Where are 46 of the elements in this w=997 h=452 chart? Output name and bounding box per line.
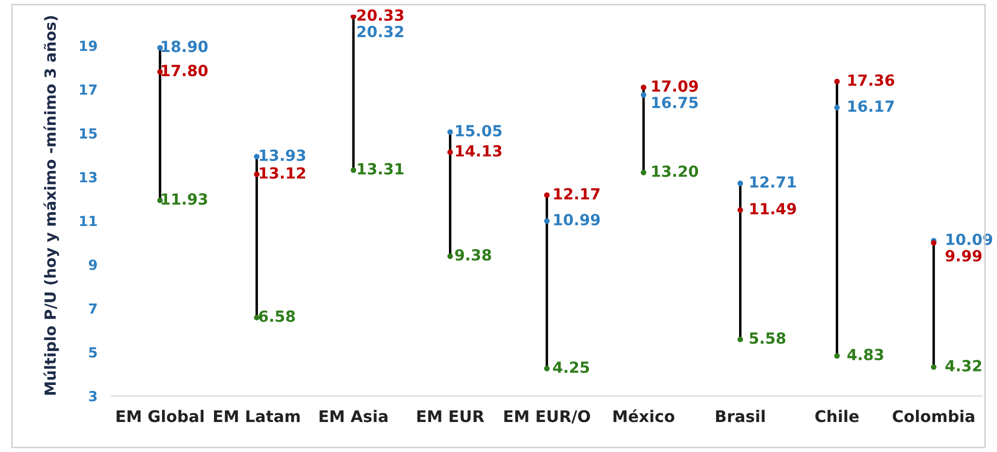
data-label: 12.71: [750, 176, 796, 188]
data-label: 6.58: [259, 310, 295, 322]
data-label: 17.80: [162, 64, 208, 76]
y-tick-label: 19: [80, 40, 97, 52]
x-tick-label: Brasil: [716, 410, 765, 422]
y-tick-label: 7: [89, 304, 97, 314]
y-axis-title: Múltiplo P/U (hoy y máximo -mínimo 3 años): [43, 16, 60, 395]
data-label: 10.99: [554, 214, 600, 226]
data-label: 13.12: [260, 167, 306, 179]
data-label: 12.17: [554, 188, 600, 200]
data-label: 20.33: [357, 9, 404, 21]
y-tick-label: 5: [89, 347, 97, 358]
x-tick-label: Chile: [815, 410, 859, 422]
data-label: 13.31: [358, 163, 404, 175]
data-label: 13.20: [652, 165, 698, 178]
data-label: 9.38: [455, 249, 492, 261]
y-tick-label: 13: [80, 172, 97, 182]
y-tick-label: 3: [89, 390, 97, 402]
data-label: 4.25: [553, 361, 590, 374]
data-label: 16.17: [848, 100, 894, 112]
data-label: 11.93: [162, 193, 208, 205]
data-label: 5.58: [750, 332, 786, 344]
data-label: 4.83: [847, 348, 884, 360]
y-tick-label: 17: [80, 84, 97, 95]
x-tick-label: EM Global: [116, 410, 204, 422]
x-tick-label: México: [614, 409, 674, 422]
x-tick-label: EM EUR/O: [504, 410, 590, 424]
x-tick-label: EM Latam: [214, 410, 300, 422]
y-tick-label: 15: [80, 128, 97, 139]
data-label: 17.36: [848, 74, 894, 86]
data-label: 11.49: [750, 202, 796, 214]
data-label: 20.32: [357, 26, 404, 38]
y-tick-label: 11: [80, 216, 97, 226]
data-label: 16.75: [652, 96, 698, 108]
data-label: 17.09: [652, 80, 698, 92]
data-label: 15.05: [456, 124, 502, 137]
y-tick-label: 9: [88, 260, 97, 270]
x-tick-label: EM Asia: [320, 410, 388, 422]
data-label: 13.93: [260, 149, 306, 162]
x-tick-label: Colombia: [892, 410, 974, 422]
data-label: 4.32: [945, 360, 982, 372]
data-label: 18.90: [162, 40, 208, 52]
data-label: 14.13: [456, 145, 502, 157]
x-tick-label: EM EUR: [417, 410, 484, 422]
data-label: 10.09: [946, 234, 992, 246]
data-label: 9.99: [946, 250, 982, 262]
